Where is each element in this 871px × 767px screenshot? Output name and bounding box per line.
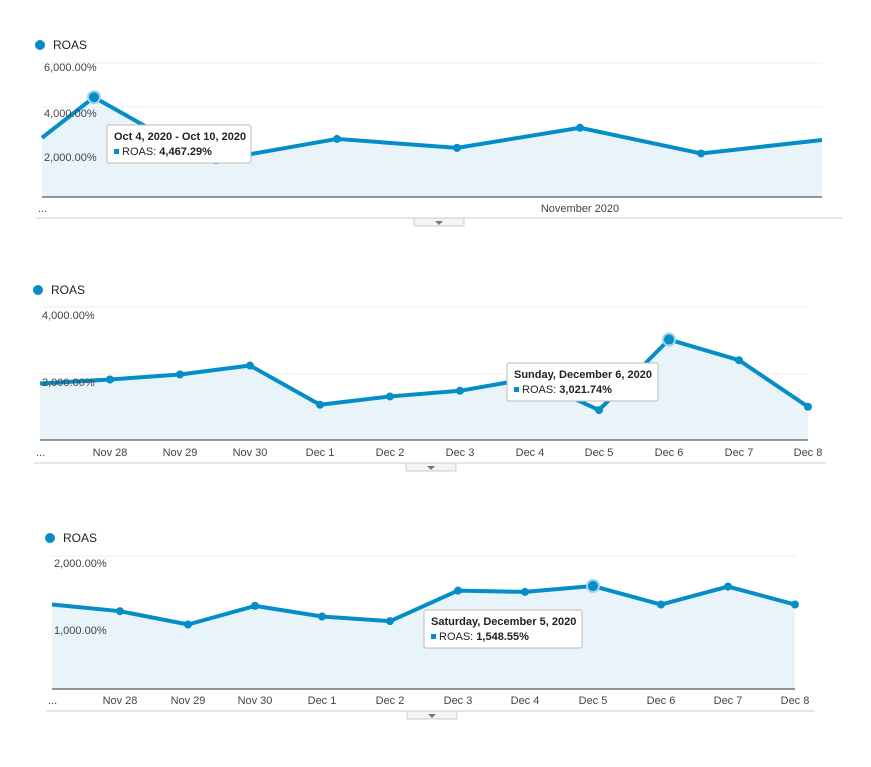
x-tick-label: Nov 29 [171,695,206,707]
x-tick-label: ... [36,447,45,459]
data-point[interactable] [804,402,812,411]
data-point[interactable] [521,587,529,596]
y-tick-label: 4,000.00% [42,310,95,322]
y-tick-label: 1,000.00% [54,625,107,637]
data-point[interactable] [246,361,254,370]
x-tick-label: Dec 5 [579,695,608,707]
chevron-down-icon [428,714,436,718]
data-point[interactable] [116,607,124,616]
x-tick-label: Dec 5 [585,447,614,459]
tooltip-metric-label: ROAS: [522,384,559,396]
data-point[interactable] [595,406,603,415]
tooltip-metric-value: 4,467.29% [159,146,212,158]
tooltip-metric-value: 3,021.74% [559,384,612,396]
y-tick-label: 2,000.00% [54,558,107,570]
roas-chart-2: ROAS 4,000.00% 2,000.00%... Nov 28 Nov 29 Nov… [33,283,826,472]
series-area [40,339,808,440]
tooltip-title: Sunday, December 6, 2020 [514,369,652,381]
x-tick-label: Dec 2 [376,447,405,459]
legend-label: ROAS [63,531,97,545]
data-point[interactable] [184,620,192,629]
tooltip-metric-value: 1,548.55% [476,631,529,643]
data-point[interactable] [386,617,394,626]
x-tick-label: Nov 28 [93,447,128,459]
data-point[interactable] [657,600,665,609]
data-point[interactable] [662,332,676,347]
x-tick-label: Dec 2 [376,695,405,707]
data-point[interactable] [791,600,799,609]
x-tick-label: November 2020 [541,203,619,215]
y-tick-label: 4,000.00% [44,108,97,120]
tooltip: Saturday, December 5, 2020 ROAS: 1,548.55… [423,609,583,649]
tooltip-series-swatch-icon [114,149,119,154]
x-tick-label: Dec 7 [725,447,754,459]
data-point[interactable] [735,356,743,365]
tooltip-box [106,124,252,164]
data-point[interactable] [454,586,462,595]
x-tick-label: Dec 6 [655,447,684,459]
x-tick-label: Dec 3 [444,695,473,707]
x-tick-label: Dec 8 [781,695,810,707]
roas-chart-3: ROAS 2,000.00% 1,000.00%... Nov 28 Nov 29 Nov… [45,531,815,720]
series-line [51,584,796,627]
x-tick-label: Nov 29 [163,447,198,459]
legend-label: ROAS [53,38,87,52]
tooltip-value: ROAS: 1,548.55% [439,631,529,643]
data-point[interactable] [106,375,114,384]
data-point[interactable] [316,400,324,409]
tooltip-series-swatch-icon [431,634,436,639]
x-tick-label: Dec 6 [647,695,676,707]
y-tick-label: 6,000.00% [44,62,97,74]
x-tick-label: Dec 3 [446,447,475,459]
tooltip-box [506,362,659,402]
x-tick-label: Nov 28 [103,695,138,707]
x-tick-label: Nov 30 [233,447,268,459]
x-tick-label: Dec 7 [714,695,743,707]
x-tick-label: Dec 4 [511,695,540,707]
tooltip-title: Oct 4, 2020 - Oct 10, 2020 [114,131,246,143]
x-tick-label: ... [38,203,47,215]
data-point[interactable] [576,123,584,132]
chevron-down-icon [427,466,435,470]
x-tick-label: ... [48,695,57,707]
x-tick-label: Dec 1 [308,695,337,707]
roas-chart-1: ROAS 6,000.00% 4,000.00% 2,000.00%... Novemb… [35,38,842,227]
data-point[interactable] [453,143,461,152]
data-point[interactable] [333,134,341,143]
tooltip-metric-label: ROAS: [122,146,159,158]
tooltip: Oct 4, 2020 - Oct 10, 2020 ROAS: 4,467.29… [106,124,252,164]
x-tick-label: Nov 30 [238,695,273,707]
data-point[interactable] [456,386,464,395]
tooltip: Sunday, December 6, 2020 ROAS: 3,021.74% [506,362,659,402]
data-point[interactable] [724,582,732,591]
y-tick-label: 2,000.00% [44,152,97,164]
y-tick-label: 2,000.00% [42,377,95,389]
data-point[interactable] [318,612,326,621]
tooltip-metric-label: ROAS: [439,631,476,643]
tooltip-series-swatch-icon [514,387,519,392]
data-point[interactable] [586,579,600,594]
tooltip-value: ROAS: 3,021.74% [522,384,612,396]
data-point[interactable] [176,370,184,379]
legend-dot-icon [35,40,45,50]
data-point[interactable] [697,149,705,158]
tooltip-box [423,609,583,649]
tooltip-title: Saturday, December 5, 2020 [431,616,576,628]
x-tick-label: Dec 8 [794,447,823,459]
data-point[interactable] [87,90,101,105]
legend-dot-icon [45,533,55,543]
x-tick-label: Dec 1 [306,447,335,459]
data-point[interactable] [251,601,259,610]
data-point[interactable] [386,392,394,401]
series-line [39,337,810,413]
legend-dot-icon [33,285,43,295]
legend-label: ROAS [51,283,85,297]
tooltip-value: ROAS: 4,467.29% [122,146,212,158]
x-tick-label: Dec 4 [516,447,545,459]
chevron-down-icon [435,221,443,225]
